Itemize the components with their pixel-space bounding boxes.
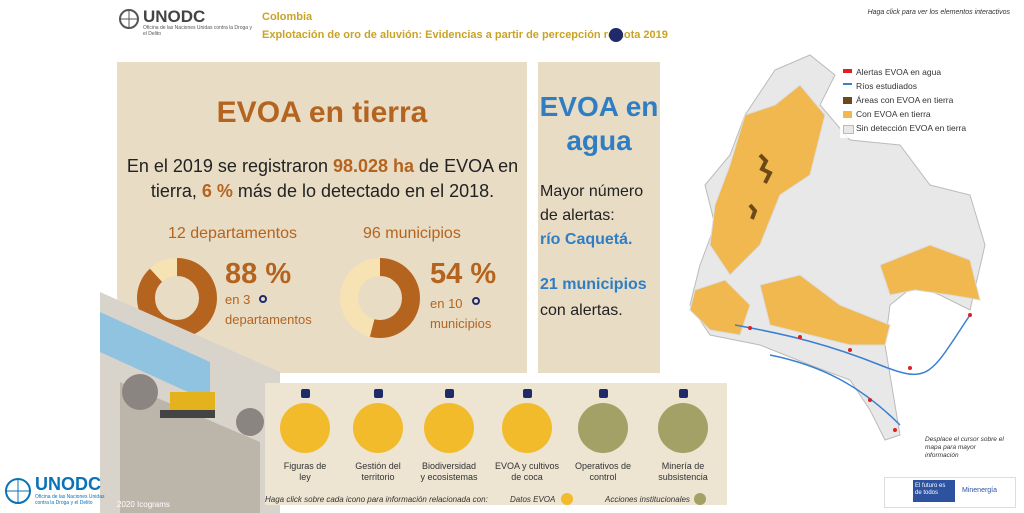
icon-label: control xyxy=(589,472,617,482)
icon-label: y ecosistemas xyxy=(420,472,478,482)
icon-button[interactable] xyxy=(502,403,552,453)
icon-button[interactable] xyxy=(658,403,708,453)
org-subtitle: Oficina de las Naciones Unidas contra la… xyxy=(143,25,252,37)
icon-label: de coca xyxy=(511,472,543,482)
text: con alertas. xyxy=(540,302,623,319)
info-button[interactable] xyxy=(445,389,454,398)
icon-label: ley xyxy=(299,472,311,482)
icon-label: Operativos de xyxy=(574,461,632,471)
icon-label: Gestión del xyxy=(355,461,401,471)
stat-value: 88 % xyxy=(225,258,292,290)
icon-label: territorio xyxy=(361,472,395,482)
info-button[interactable] xyxy=(523,389,532,398)
info-button[interactable] xyxy=(374,389,383,398)
text: En el 2019 se registraron xyxy=(126,156,333,176)
stat-detail: municipios xyxy=(430,316,492,331)
legend-dot xyxy=(561,493,573,505)
icons-panel xyxy=(265,383,727,505)
info-button[interactable] xyxy=(679,389,688,398)
un-emblem xyxy=(119,9,139,29)
icon-button[interactable] xyxy=(578,403,628,453)
water-count: 21 municipios con alertas. xyxy=(540,272,647,324)
text: agua xyxy=(566,125,632,156)
slogan: El futuro es de todos xyxy=(913,480,955,502)
legend-label: Alertas EVOA en agua xyxy=(856,67,942,77)
icon-label: Figuras de xyxy=(283,461,327,471)
org-name: UNODC xyxy=(35,474,101,494)
legend-dot xyxy=(694,493,706,505)
legend-label: Datos EVOA xyxy=(510,495,556,504)
water-panel xyxy=(538,62,660,373)
donut xyxy=(340,258,420,338)
legend-swatch xyxy=(843,83,852,85)
donut-arc xyxy=(340,258,420,338)
icon-label: EVOA y cultivos xyxy=(494,461,560,471)
info-button[interactable] xyxy=(609,28,623,42)
credit: 2020 Icograms xyxy=(117,500,170,509)
text: 21 municipios xyxy=(540,276,647,293)
legend-label: Ríos estudiados xyxy=(856,81,917,91)
highlight: 6 % xyxy=(201,181,233,201)
org-name: UNODC xyxy=(143,7,206,26)
legend-swatch xyxy=(843,125,854,134)
text: de EVOA en tierra, xyxy=(150,156,519,201)
text: más de lo detectado en el 2018. xyxy=(232,181,495,201)
map-note: Desplace el cursor sobre el mapa para ma… xyxy=(925,436,1004,459)
footer-prompt: Haga click sobre cada icono para informa… xyxy=(265,495,488,504)
land-title: EVOA en tierra xyxy=(216,96,428,129)
legend-label: Con EVOA en tierra xyxy=(856,109,931,119)
legend-label: Áreas con EVOA en tierra xyxy=(856,95,954,105)
info-button[interactable] xyxy=(599,389,608,398)
stat-detail: en 10 xyxy=(430,296,463,311)
info-button[interactable] xyxy=(259,295,267,303)
stat-detail: departamentos xyxy=(225,312,312,327)
highlight: 98.028 ha xyxy=(332,156,415,176)
water-text: Mayor número de alertas: río Caquetá. xyxy=(540,180,643,252)
org-subtitle: Oficina de las Naciones Unidas contra la… xyxy=(35,494,105,506)
country: Colombia xyxy=(262,11,313,23)
ministry: Minenergía xyxy=(962,487,998,494)
water-title: EVOA en agua xyxy=(538,90,660,158)
map-legend xyxy=(840,64,980,138)
stat-detail: en 3 xyxy=(225,292,251,307)
legend-label: Sin detección EVOA en tierra xyxy=(856,123,967,133)
legend-swatch xyxy=(843,111,852,118)
un-emblem xyxy=(5,478,31,504)
land-sentence: En el 2019 se registraron 98.028 ha de E… xyxy=(125,154,520,204)
title: Explotación de oro de aluvión: Evidencia… xyxy=(262,29,668,41)
icon-label: subsistencia xyxy=(658,472,708,482)
icon-label: Biodiversidad xyxy=(421,461,477,471)
icon-button[interactable] xyxy=(280,403,330,453)
illustration xyxy=(100,292,280,513)
stat-heading: 12 departamentos xyxy=(168,225,297,242)
info-button[interactable] xyxy=(472,297,480,305)
stat-value: 54 % xyxy=(430,258,497,290)
icon-label: Minería de xyxy=(661,461,705,471)
legend-swatch xyxy=(843,97,852,104)
info-button[interactable] xyxy=(301,389,310,398)
legend-swatch xyxy=(843,69,852,73)
icon-button[interactable] xyxy=(353,403,403,453)
hint: Haga click para ver los elementos intera… xyxy=(867,9,1010,16)
text: EVOA en xyxy=(539,91,659,122)
text: de alertas: xyxy=(540,207,615,224)
stat-heading: 96 municipios xyxy=(363,225,461,242)
icon-button[interactable] xyxy=(424,403,474,453)
river: río Caquetá. xyxy=(540,231,633,248)
map[interactable] xyxy=(670,45,1000,475)
legend-label: Acciones institucionales xyxy=(605,495,690,504)
text: Mayor número xyxy=(540,183,644,200)
